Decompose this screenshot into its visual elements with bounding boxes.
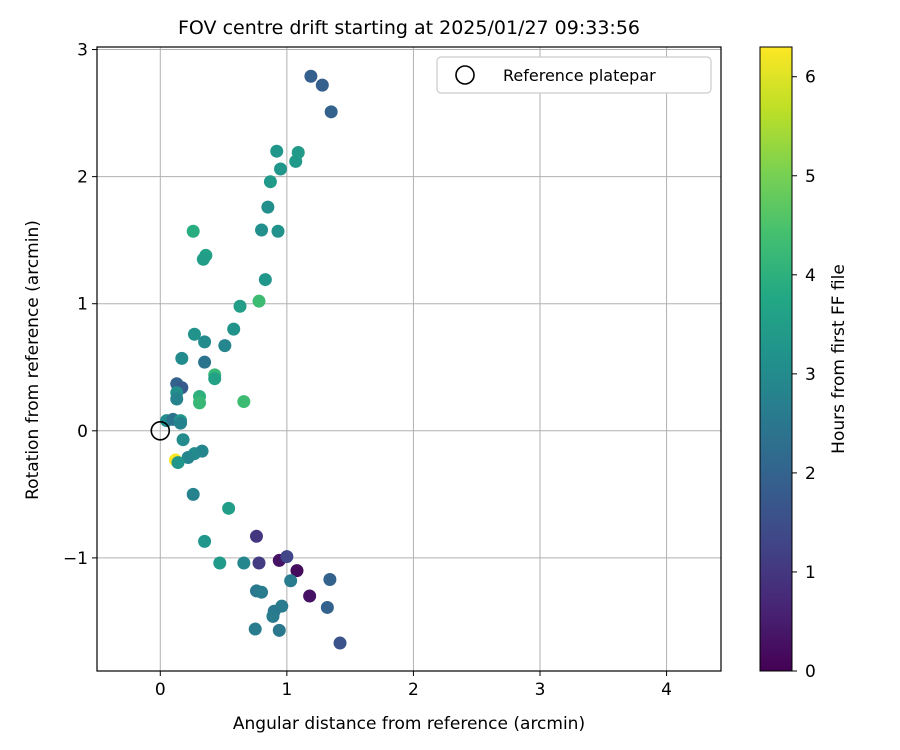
colorbar-label: Hours from first FF file (829, 264, 849, 454)
colorbar-tick-label: 3 (805, 365, 816, 385)
data-point (208, 372, 222, 386)
data-point (280, 550, 294, 564)
data-point (284, 574, 298, 588)
data-point (263, 175, 277, 189)
colorbar-tick-label: 6 (805, 68, 816, 88)
legend: Reference platepar (436, 56, 712, 94)
data-point (174, 416, 188, 430)
colorbar-tick-label: 4 (805, 266, 816, 286)
grid (97, 47, 721, 671)
legend-box (436, 56, 712, 94)
y-axis-label: Rotation from reference (arcmin) (23, 220, 43, 500)
colorbar-tick-label: 2 (805, 464, 816, 484)
data-point (227, 322, 241, 336)
data-point (258, 273, 272, 287)
data-point (266, 609, 280, 623)
colorbar-tick-label: 0 (805, 662, 816, 682)
y-tick-label: −1 (63, 549, 88, 569)
x-tick-label: 4 (661, 680, 672, 700)
data-point (198, 355, 212, 369)
plot-frame (96, 46, 722, 672)
colorbar-gradient (759, 46, 793, 672)
y-tick-label: 0 (77, 422, 88, 442)
data-point (193, 396, 207, 410)
data-point (270, 144, 284, 158)
data-point (261, 200, 275, 214)
x-axis-label: Angular distance from reference (arcmin) (233, 714, 585, 734)
colorbar-tick-label: 1 (805, 563, 816, 583)
data-point (218, 339, 232, 353)
data-point (249, 529, 263, 543)
data-point (248, 622, 262, 636)
x-tick-label: 2 (408, 680, 419, 700)
x-tick-label: 3 (535, 680, 546, 700)
data-point (171, 456, 185, 470)
data-point (186, 224, 200, 238)
data-point (181, 450, 195, 464)
reference-platepar-marker (150, 421, 171, 441)
data-point (271, 224, 285, 238)
x-tick-label: 1 (281, 680, 292, 700)
data-point (303, 589, 317, 603)
y-tick-label: 2 (77, 168, 88, 188)
data-points (160, 69, 347, 650)
data-point (196, 252, 210, 266)
y-tick-label: 3 (77, 41, 88, 61)
data-point (237, 395, 251, 409)
data-point (186, 487, 200, 501)
data-point (272, 623, 286, 637)
data-point (252, 294, 266, 308)
legend-entry-reference-platepar: Reference platepar (503, 66, 656, 85)
data-point (198, 534, 212, 548)
data-point (195, 444, 209, 458)
data-point (222, 501, 236, 515)
data-point (323, 572, 337, 586)
data-point (175, 351, 189, 365)
data-point (213, 556, 227, 570)
data-point (176, 433, 190, 447)
colorbar-tick-label: 5 (805, 167, 816, 187)
data-point (274, 162, 288, 176)
colorbar-ticks: 0 1 2 3 4 5 6 (792, 68, 816, 682)
data-point (198, 335, 212, 349)
data-point (255, 223, 269, 237)
data-point (255, 585, 269, 599)
data-point (290, 564, 304, 578)
chart-title: FOV centre drift starting at 2025/01/27 … (178, 17, 640, 39)
colorbar: 0 1 2 3 4 5 6 Hours from first FF file (759, 46, 849, 682)
data-point (237, 556, 251, 570)
data-point (252, 556, 266, 570)
data-point (233, 299, 247, 313)
data-point (315, 78, 329, 92)
data-point (289, 154, 303, 168)
data-point (304, 69, 318, 83)
data-point (324, 105, 338, 119)
data-point (320, 600, 334, 614)
x-tick-label: 0 (155, 680, 166, 700)
data-point (333, 636, 347, 650)
legend-marker-icon (455, 65, 475, 85)
y-axis-ticks: −1 0 1 2 3 (63, 41, 97, 569)
y-tick-label: 1 (77, 295, 88, 315)
x-axis-ticks: 0 1 2 3 4 (155, 671, 672, 700)
data-point (187, 327, 201, 341)
data-point (170, 392, 184, 406)
